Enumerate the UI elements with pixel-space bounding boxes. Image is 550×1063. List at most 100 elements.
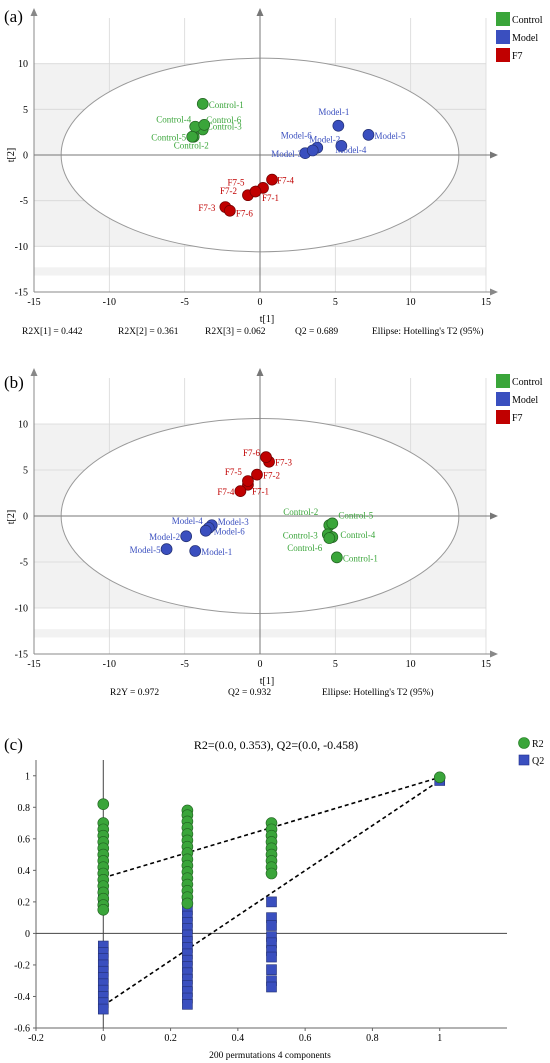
point-label: Model-1	[318, 107, 349, 117]
panel-b-label: (b)	[4, 373, 24, 392]
score-point-model-5	[160, 543, 173, 555]
point-label: F7-1	[262, 193, 279, 203]
point-label: F7-6	[243, 448, 261, 458]
x-tick-label: -10	[103, 297, 116, 308]
r2-point	[265, 867, 278, 880]
y-tick-label: 10	[18, 59, 28, 70]
x-tick-label: 10	[406, 297, 416, 308]
panel-a-plot: -15 -10 -5 0 5 10 15 -15 -10 -5 0 5 10 Control-1 Contr…	[15, 8, 498, 308]
legend-q2-marker	[518, 754, 530, 766]
y-tick-label: 0.6	[18, 834, 31, 845]
point-label: F7-2	[220, 186, 237, 196]
x-tick-label: -15	[27, 297, 40, 308]
stat-r2x2: R2X[2] = 0.361	[118, 327, 179, 337]
panel-a-ylabel: t[2]	[6, 148, 17, 162]
score-point-f7-6	[260, 451, 272, 463]
point-label: F7-6	[236, 209, 254, 219]
legend-model-swatch	[496, 30, 510, 44]
point-label: F7-5	[225, 467, 243, 477]
legend-model-label: Model	[512, 395, 538, 406]
y-tick-label: 10	[18, 420, 28, 431]
score-point-control-5	[326, 517, 339, 530]
y-tick-label: 0	[23, 151, 28, 162]
zero-line-y-arrow	[490, 512, 498, 520]
y-tick-label: 0.2	[18, 897, 31, 908]
point-label: Control-3	[283, 530, 318, 540]
r2-point	[181, 897, 194, 910]
point-label: Model-5	[374, 131, 405, 141]
point-label: Control-2	[174, 141, 209, 151]
score-point-f7-2	[251, 468, 263, 481]
regression-line-q2	[102, 779, 441, 1007]
panel-c-label: (c)	[4, 735, 23, 754]
point-label: Model-2	[309, 135, 340, 145]
legend-f7-swatch	[496, 48, 510, 62]
q2-point	[182, 999, 193, 1010]
panel-b: (b) Control Model F7 -15 -10 -5 0 5 10 15-15-1…	[4, 368, 543, 698]
point-label: Control-4	[156, 115, 191, 125]
y-tick-label: -10	[15, 242, 28, 253]
x-tick-label: 0.4	[232, 1033, 245, 1044]
x-tick-label: 15	[481, 297, 491, 308]
x-tick-label: 0.2	[164, 1033, 177, 1044]
y-tick-label: -5	[20, 196, 28, 207]
stat-r2x3: R2X[3] = 0.062	[205, 327, 266, 337]
panel-a-legend: Control Model F7	[496, 12, 543, 62]
point-label: Model-5	[130, 545, 161, 555]
legend-control-label: Control	[512, 377, 543, 388]
point-label: F7-2	[263, 471, 280, 481]
x-tick-label: 15	[481, 659, 491, 670]
panel-c: (c) R2=(0.0, 0.353), Q2=(0.0, -0.458) R2…	[4, 735, 544, 1061]
x-axis-arrow	[490, 650, 498, 658]
point-label: Model-4	[335, 145, 366, 155]
x-tick-label: 5	[333, 659, 338, 670]
x-tick-label: -0.2	[28, 1033, 44, 1044]
x-tick-label: -5	[180, 659, 188, 670]
legend-control-swatch	[496, 12, 510, 26]
x-axis-arrow	[490, 288, 498, 296]
score-point-f7-4	[234, 485, 247, 498]
stat-r2x1: R2X[1] = 0.442	[22, 327, 83, 337]
x-tick-label: 0	[258, 297, 263, 308]
y-tick-label: 5	[23, 105, 28, 116]
x-tick-label: 0.6	[299, 1033, 312, 1044]
score-point-control-5	[186, 130, 199, 143]
point-label: F7-3	[275, 458, 293, 468]
score-point-f7-4	[266, 173, 278, 186]
x-tick-label: 0	[101, 1033, 106, 1044]
score-point-model-5	[362, 129, 375, 141]
zero-line-y-arrow	[490, 151, 498, 159]
panel-b-stats: R2Y = 0.972 Q2 = 0.932 Ellipse: Hotellin…	[110, 687, 434, 698]
y-tick-label: -15	[15, 288, 28, 299]
y-tick-label: -0.4	[14, 992, 30, 1003]
score-point-f7-5	[242, 475, 254, 487]
point-label: Model-2	[149, 532, 180, 542]
point-label: Control-1	[343, 553, 378, 563]
legend-f7-swatch	[496, 410, 510, 424]
score-point-control-1	[196, 98, 209, 110]
point-label: Control-4	[340, 530, 375, 540]
q2-point	[266, 964, 277, 975]
zero-line-x-arrow	[256, 368, 264, 376]
point-label: F7-3	[198, 203, 216, 213]
stat-r2y: R2Y = 0.972	[110, 688, 159, 698]
point-label: Control-6	[287, 543, 322, 553]
q2-point	[97, 1003, 109, 1015]
score-point-model-1	[189, 545, 202, 557]
x-tick-label: 0	[258, 659, 263, 670]
score-point-model-1	[332, 119, 345, 132]
x-tick-label: 0.8	[366, 1033, 379, 1044]
point-label: Model-3	[218, 517, 249, 527]
q2-point	[266, 920, 277, 931]
q2-point	[266, 896, 277, 908]
point-label: F7-4	[277, 176, 295, 186]
panel-b-legend: Control Model F7	[496, 374, 543, 424]
y-axis-arrow	[30, 8, 38, 16]
panel-b-xlabel: t[1]	[260, 676, 274, 687]
x-tick-label: 10	[406, 659, 416, 670]
score-point-model-6	[306, 144, 319, 157]
point-label: Model-4	[172, 516, 203, 526]
r2-point	[433, 771, 446, 784]
q2-point	[266, 951, 277, 963]
